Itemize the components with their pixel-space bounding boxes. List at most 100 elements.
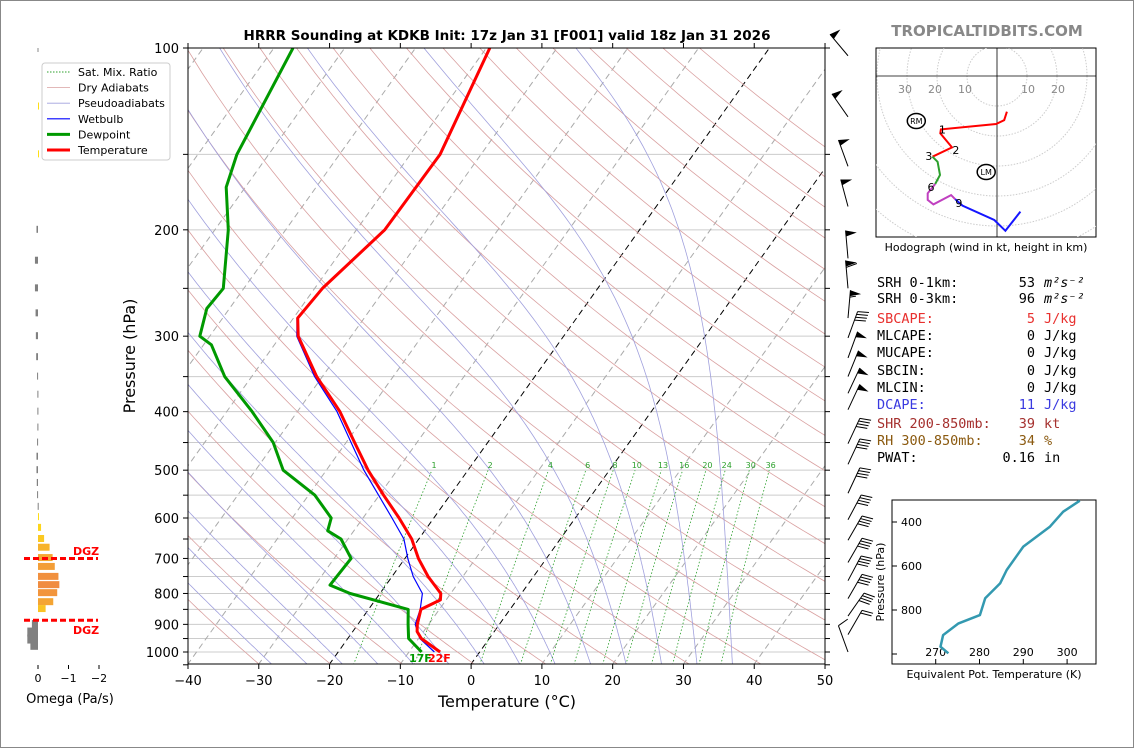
stat-label: MLCIN: <box>877 380 926 396</box>
omega-bar <box>27 634 38 644</box>
barb-full <box>855 425 868 429</box>
mixing-ratio-line <box>479 470 549 664</box>
legend-label: Pseudoadiabats <box>78 97 165 110</box>
dry-adiabat <box>188 534 332 664</box>
omega-bar <box>35 332 38 340</box>
mixing-ratio-line <box>602 470 662 664</box>
mixing-ratio-label: 24 <box>722 461 732 470</box>
x-axis-label: Temperature (°C) <box>437 692 576 711</box>
stat-label: SBCAPE: <box>877 311 934 327</box>
hodograph-frame <box>875 47 1097 238</box>
dry-adiabat <box>188 598 260 664</box>
surface-dewpoint-label: 17F <box>409 652 432 665</box>
storm-motion-marker <box>976 163 996 181</box>
barb-full <box>855 316 867 319</box>
barb-full <box>855 475 868 479</box>
wind-barb <box>845 230 857 259</box>
omega-bar <box>38 572 59 580</box>
omega-bar <box>36 452 38 460</box>
barb-full <box>858 470 870 474</box>
height-label: 1 <box>939 123 946 136</box>
stat-unit: J/kg <box>1044 363 1077 379</box>
dry-adiabat <box>188 49 825 621</box>
stat-label: SHR 200-850mb: <box>877 416 991 432</box>
stat-row: MLCIN: 0 J/kg <box>877 380 1077 396</box>
barb-flag <box>857 384 869 392</box>
wind-barb <box>847 438 872 465</box>
skewt-plot: 1 2 4 6 8 10 13 16 20 24 30 36−40 −30 −20 −10 0 10 20 30 40… <box>120 42 833 711</box>
barb-full <box>857 423 869 427</box>
stat-value: 11 <box>1019 397 1035 413</box>
wind-barb <box>847 290 862 319</box>
barb-staff <box>847 574 863 599</box>
stat-row: MLCAPE: 0 J/kg <box>877 328 1077 344</box>
pseudoadiabat <box>575 48 733 664</box>
dewpoint-line <box>198 48 423 654</box>
wind-barb <box>831 90 849 118</box>
omega-bar <box>38 562 55 570</box>
barb-full <box>860 576 872 581</box>
mixing-ratio-line <box>672 470 726 664</box>
y-tick-label: 500 <box>154 464 179 479</box>
barb-staff <box>847 494 862 520</box>
ring-label: 30 <box>898 83 912 96</box>
pseudoadiabat <box>188 429 414 664</box>
omega-bar <box>36 478 38 486</box>
stat-unit: m²s⁻² <box>1043 275 1085 291</box>
mixing-ratio-label: 20 <box>702 461 712 470</box>
barb-staff <box>847 467 861 494</box>
stat-row: SBCIN: 0 J/kg <box>877 363 1077 379</box>
isotherm <box>188 48 275 170</box>
dry-adiabat <box>406 48 825 402</box>
legend-label: Dry Adiabats <box>78 82 149 95</box>
pseudoadiabat <box>188 271 521 664</box>
stat-row: DCAPE: 11 J/kg <box>877 397 1077 413</box>
isotherm <box>188 48 487 467</box>
mixing-ratio-line <box>573 470 636 664</box>
barb-full <box>863 592 875 598</box>
theta-e-y-label: 800 <box>901 604 922 617</box>
stat-label: MLCAPE: <box>877 328 934 344</box>
mixing-ratio-line <box>353 470 433 664</box>
stat-row: RH 300-850mb: 34% <box>877 433 1052 449</box>
pseudoadiabat <box>188 383 450 664</box>
hodograph-segment <box>931 155 942 185</box>
mixing-ratio-label: 30 <box>746 461 756 470</box>
barb-full <box>856 313 868 316</box>
x-tick-label: −40 <box>174 674 201 689</box>
barb-staff <box>847 418 861 444</box>
stat-unit: J/kg <box>1044 328 1077 344</box>
omega-bar <box>37 390 39 398</box>
barb-full <box>857 443 869 447</box>
dry-adiabat <box>369 48 825 436</box>
barb-staff <box>837 625 849 653</box>
barb-full <box>859 417 872 421</box>
barb-full <box>857 472 869 476</box>
mixing-ratio-label: 16 <box>679 461 689 470</box>
stat-row: PWAT: 0.16 in <box>877 450 1060 466</box>
omega-tick-label: 0 <box>35 672 42 685</box>
barb-flag <box>855 331 867 339</box>
dgz-label: DGZ <box>73 545 99 558</box>
dry-adiabat <box>479 48 825 335</box>
barb-full <box>858 441 870 445</box>
theta-e-x-label: 290 <box>1013 646 1034 659</box>
legend-label: Sat. Mix. Ratio <box>78 66 158 79</box>
x-tick-label: 20 <box>604 674 621 689</box>
hodograph-segment <box>932 111 1008 158</box>
y-tick-label: 900 <box>154 618 179 633</box>
mixing-ratio-line <box>520 470 587 664</box>
stat-value: 53 <box>1019 275 1035 291</box>
wind-barb <box>847 384 869 410</box>
barb-staff <box>847 384 861 410</box>
barb-flag <box>840 179 853 186</box>
omega-bar <box>38 589 58 597</box>
theta-e-frame <box>891 499 1097 665</box>
mixing-ratio-label: 13 <box>658 461 668 470</box>
storm-motion-marker <box>906 112 927 130</box>
omega-bar <box>37 438 39 446</box>
stat-unit: m²s⁻² <box>1043 291 1085 307</box>
plot-area <box>188 48 825 664</box>
legend: Sat. Mix. Ratio Dry Adiabats Pseudoadiabat… <box>41 62 171 161</box>
height-label: 9 <box>955 197 962 210</box>
